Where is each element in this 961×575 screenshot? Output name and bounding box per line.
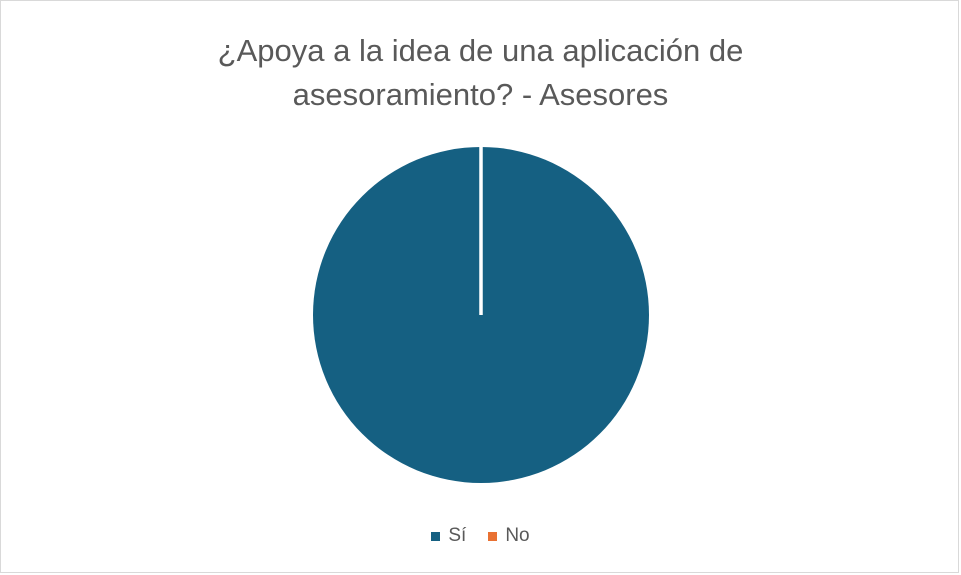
pie-slices — [313, 147, 649, 483]
legend-item-si: Sí — [431, 525, 466, 547]
chart-title-line-2: asesoramiento? - Asesores — [292, 77, 669, 112]
legend-item-no: No — [488, 525, 530, 547]
legend-swatch-si — [431, 531, 441, 541]
chart-title-line-1: ¿Apoya a la idea de una aplicación de — [217, 33, 744, 68]
legend-swatch-no — [488, 531, 498, 541]
legend: Sí No — [1, 523, 960, 549]
legend-label-no: No — [505, 525, 530, 546]
legend-label-si: Sí — [448, 525, 467, 546]
chart-title: ¿Apoya a la idea de una aplicación de as… — [1, 29, 960, 117]
